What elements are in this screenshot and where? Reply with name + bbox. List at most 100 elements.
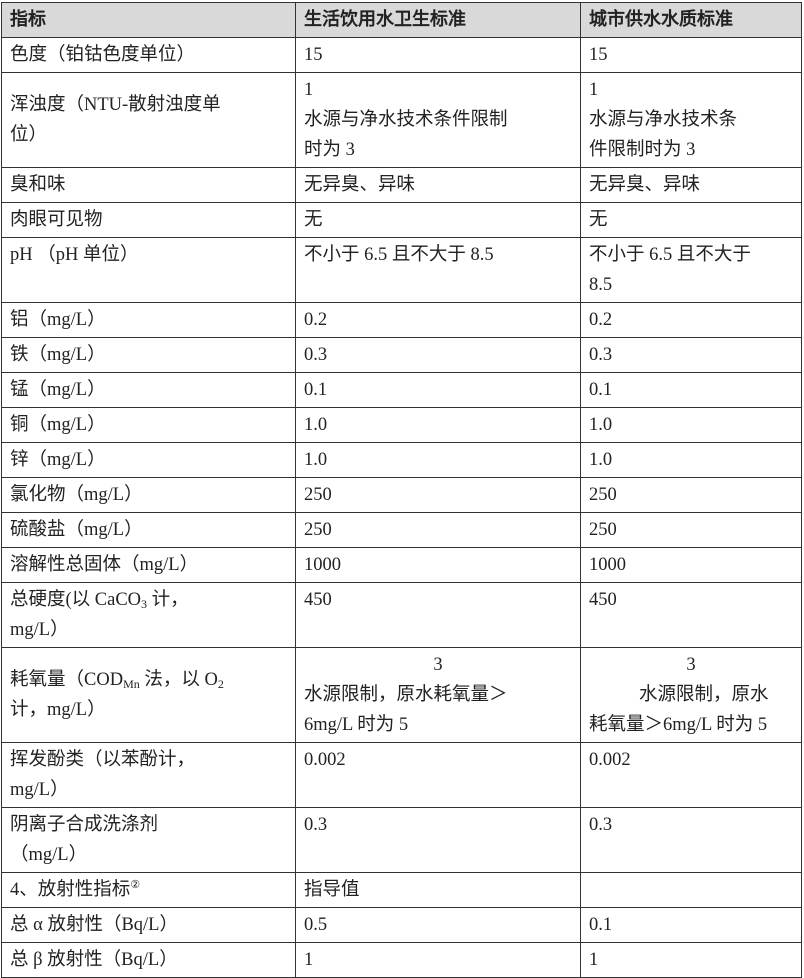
cell-line: 250 [304, 520, 332, 540]
table-row: 4、放射性指标② 指导值 [1, 872, 802, 908]
cell-line: 0.002 [589, 750, 631, 770]
urban-standard-cell: 无异臭、异味 [580, 167, 802, 203]
indicator-cell: pH （pH 单位） [1, 237, 296, 303]
header-urban-water-standard: 城市供水水质标准 [580, 2, 802, 38]
cell-line: 硫酸盐（mg/L） [10, 520, 143, 540]
drinking-standard-cell: 1 [295, 942, 581, 978]
cell-line: 无异臭、异味 [589, 175, 701, 195]
cell-line: 位） [10, 125, 48, 145]
cell-line: 臭和味 [10, 175, 66, 195]
cell-line: 1000 [589, 555, 626, 575]
drinking-standard-cell: 450 [295, 582, 581, 648]
urban-standard-cell: 0.1 [580, 907, 802, 943]
drinking-standard-cell: 3 水源限制，原水耗氧量＞ 6mg/L 时为 5 [295, 647, 581, 743]
cell-line: 指导值 [304, 880, 360, 900]
urban-standard-cell: 1.0 [580, 407, 802, 443]
table-row: 耗氧量（CODMn 法，以 O2 计，mg/L） 3 水源限制，原水耗氧量＞ 6mg/L… [1, 647, 802, 743]
indicator-cell: 氯化物（mg/L） [1, 477, 296, 513]
urban-standard-cell: 1.0 [580, 442, 802, 478]
cell-line: 3 [686, 655, 696, 675]
cell-line: 1.0 [304, 450, 328, 470]
cell-line: 1 [304, 950, 314, 970]
drinking-standard-cell: 不小于 6.5 且不大于 8.5 [295, 237, 581, 303]
cell-line: 色度（铂钴色度单位） [10, 45, 196, 65]
cell-line: 0.3 [589, 345, 613, 365]
indicator-cell: 臭和味 [1, 167, 296, 203]
urban-standard-cell: 0.002 [580, 742, 802, 808]
drinking-standard-cell: 250 [295, 477, 581, 513]
cell-line: 无 [589, 210, 608, 230]
cell-line: 0.1 [589, 915, 613, 935]
indicator-cell: 溶解性总固体（mg/L） [1, 547, 296, 583]
urban-standard-cell: 0.3 [580, 807, 802, 873]
cell-line: 15 [304, 45, 323, 65]
cell-line: 250 [589, 485, 617, 505]
cell-line: （mg/L） [10, 845, 88, 865]
cell-line: 件限制时为 3 [589, 140, 696, 160]
cell-line: 1000 [304, 555, 341, 575]
cell-line: 总硬度(以 CaCO3 计， [10, 585, 287, 615]
cell-line: 4、放射性指标② [10, 875, 287, 905]
cell-line: 计，mg/L） [10, 700, 106, 720]
cell-line: 水源与净水技术条件限制 [304, 110, 508, 130]
table-row: 总 β 放射性（Bq/L） 1 1 [1, 942, 802, 978]
cell-line: 肉眼可见物 [10, 210, 103, 230]
indicator-cell: 总硬度(以 CaCO3 计， mg/L） [1, 582, 296, 648]
cell-line: 0.2 [304, 310, 328, 330]
table-row: 总 α 放射性（Bq/L） 0.5 0.1 [1, 907, 802, 943]
text-segment: 法，以 O [139, 670, 218, 690]
drinking-standard-cell: 0.3 [295, 807, 581, 873]
cell-line: 氯化物（mg/L） [10, 485, 143, 505]
indicator-cell: 铝（mg/L） [1, 302, 296, 338]
text-segment: 计， [147, 590, 189, 610]
table-row: 色度（铂钴色度单位） 15 15 [1, 37, 802, 73]
cell-line: 溶解性总固体（mg/L） [10, 555, 199, 575]
cell-line: mg/L） [10, 620, 69, 640]
indicator-cell: 色度（铂钴色度单位） [1, 37, 296, 73]
cell-line: 铜（mg/L） [10, 415, 106, 435]
indicator-cell: 阴离子合成洗涤剂 （mg/L） [1, 807, 296, 873]
table-row: 溶解性总固体（mg/L） 1000 1000 [1, 547, 802, 583]
drinking-standard-cell: 无 [295, 202, 581, 238]
indicator-cell: 锌（mg/L） [1, 442, 296, 478]
urban-standard-cell: 250 [580, 512, 802, 548]
cell-line: 耗氧量＞6mg/L 时为 5 [589, 715, 768, 735]
header-row: 指标 生活饮用水卫生标准 城市供水水质标准 [1, 2, 802, 38]
cell-line: pH （pH 单位） [10, 245, 139, 265]
header-drinking-water-standard: 生活饮用水卫生标准 [295, 2, 581, 38]
indicator-cell: 铜（mg/L） [1, 407, 296, 443]
cell-line: 总 α 放射性（Bq/L） [10, 915, 178, 935]
cell-line: 时为 3 [304, 140, 355, 160]
urban-standard-cell: 250 [580, 477, 802, 513]
cell-line: 0.3 [304, 345, 328, 365]
cell-line: 不小于 6.5 且不大于 [589, 245, 751, 265]
text-segment: ② [130, 879, 141, 891]
drinking-standard-cell: 0.002 [295, 742, 581, 808]
cell-line: 6mg/L 时为 5 [304, 715, 409, 735]
indicator-cell: 4、放射性指标② [1, 872, 296, 908]
cell-line: 1 [589, 80, 599, 100]
table-row: 总硬度(以 CaCO3 计， mg/L） 450 450 [1, 582, 802, 648]
indicator-cell: 锰（mg/L） [1, 372, 296, 408]
indicator-cell: 总 β 放射性（Bq/L） [1, 942, 296, 978]
cell-line: 阴离子合成洗涤剂 [10, 815, 159, 835]
header-indicator: 指标 [1, 2, 296, 38]
drinking-standard-cell: 250 [295, 512, 581, 548]
urban-standard-cell: 0.1 [580, 372, 802, 408]
cell-line: 挥发酚类（以苯酚计， [10, 750, 196, 770]
text-segment: 3 [141, 597, 148, 611]
cell-line: 0.5 [304, 915, 328, 935]
cell-line: 450 [304, 590, 332, 610]
cell-line: 1.0 [589, 450, 613, 470]
cell-line: 15 [589, 45, 608, 65]
drinking-standard-cell: 1.0 [295, 407, 581, 443]
drinking-standard-cell: 0.2 [295, 302, 581, 338]
cell-line: 耗氧量（CODMn 法，以 O2 [10, 665, 287, 695]
table-row: 阴离子合成洗涤剂 （mg/L） 0.3 0.3 [1, 807, 802, 873]
text-segment: 4、放射性指标 [10, 880, 131, 900]
cell-line: 1 [304, 80, 314, 100]
cell-line: 250 [304, 485, 332, 505]
cell-line: 锰（mg/L） [10, 380, 106, 400]
cell-line: 3 [433, 655, 443, 675]
